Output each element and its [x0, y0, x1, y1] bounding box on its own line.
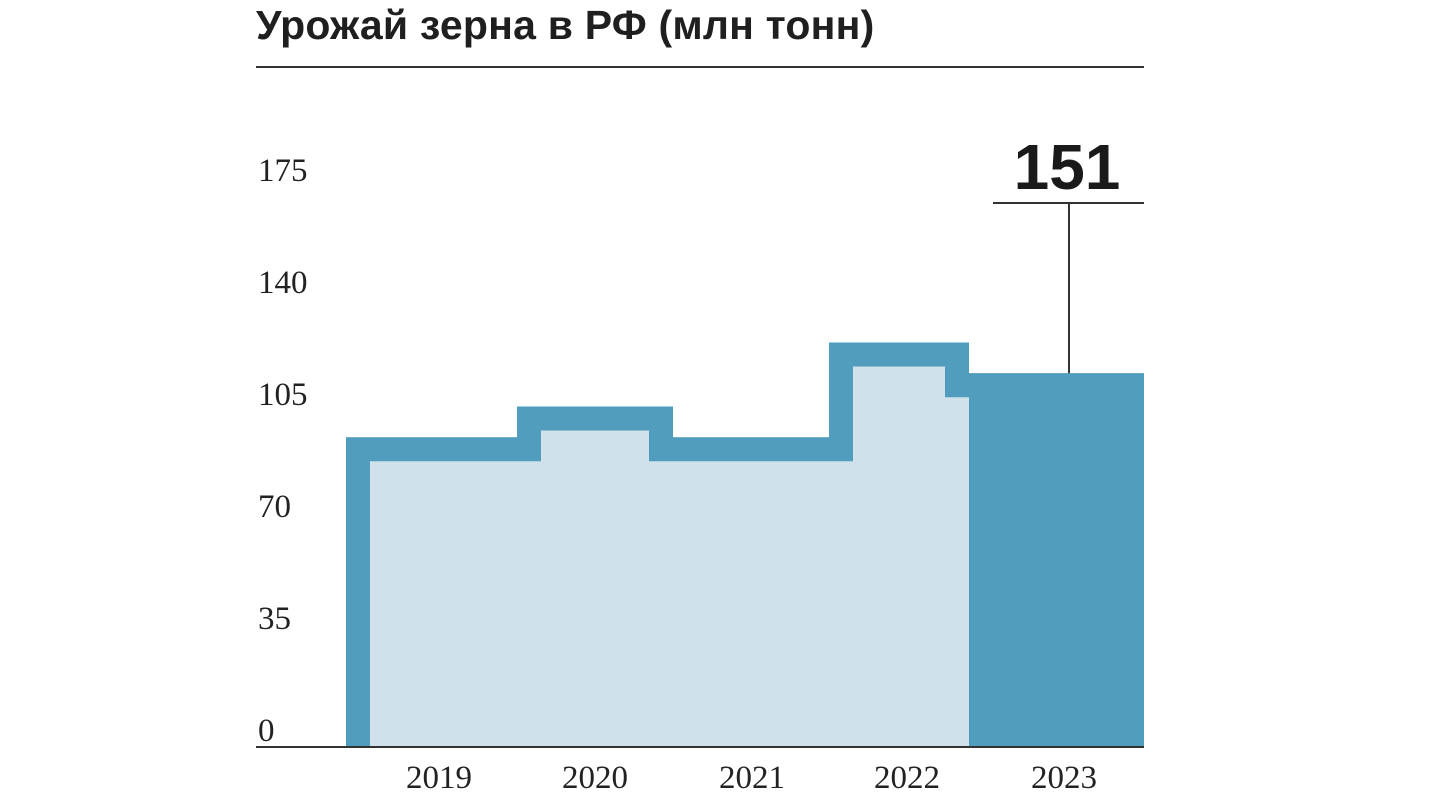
x-axis-ticks: 2019 2020 2021 2022 2023: [406, 760, 1097, 796]
bar-2021: [673, 437, 829, 747]
x-tick-label: 2020: [562, 760, 628, 796]
callout-value: 151: [1014, 131, 1121, 203]
bar-outline-band: [346, 342, 969, 747]
bars-group: [346, 342, 1144, 747]
bar-2020: [517, 406, 673, 747]
x-tick-label: 2022: [874, 760, 940, 796]
x-tick-label: 2021: [719, 760, 785, 796]
y-tick-label: 0: [258, 713, 275, 749]
y-tick-label: 140: [258, 265, 308, 301]
bar-highlight-cover: [969, 373, 1144, 747]
bar-2019: [346, 437, 517, 747]
y-tick-label: 175: [258, 153, 308, 189]
x-tick-label: 2019: [406, 760, 472, 796]
x-tick-label: 2023: [1031, 760, 1097, 796]
chart-title: Урожай зерна в РФ (млн тонн): [256, 2, 875, 48]
y-tick-label: 35: [258, 601, 291, 637]
y-tick-label: 70: [258, 489, 291, 525]
highlight-callout: 151: [993, 131, 1144, 374]
y-tick-label: 105: [258, 377, 308, 413]
y-axis-ticks: 175 140 105 70 35 0: [258, 153, 308, 749]
